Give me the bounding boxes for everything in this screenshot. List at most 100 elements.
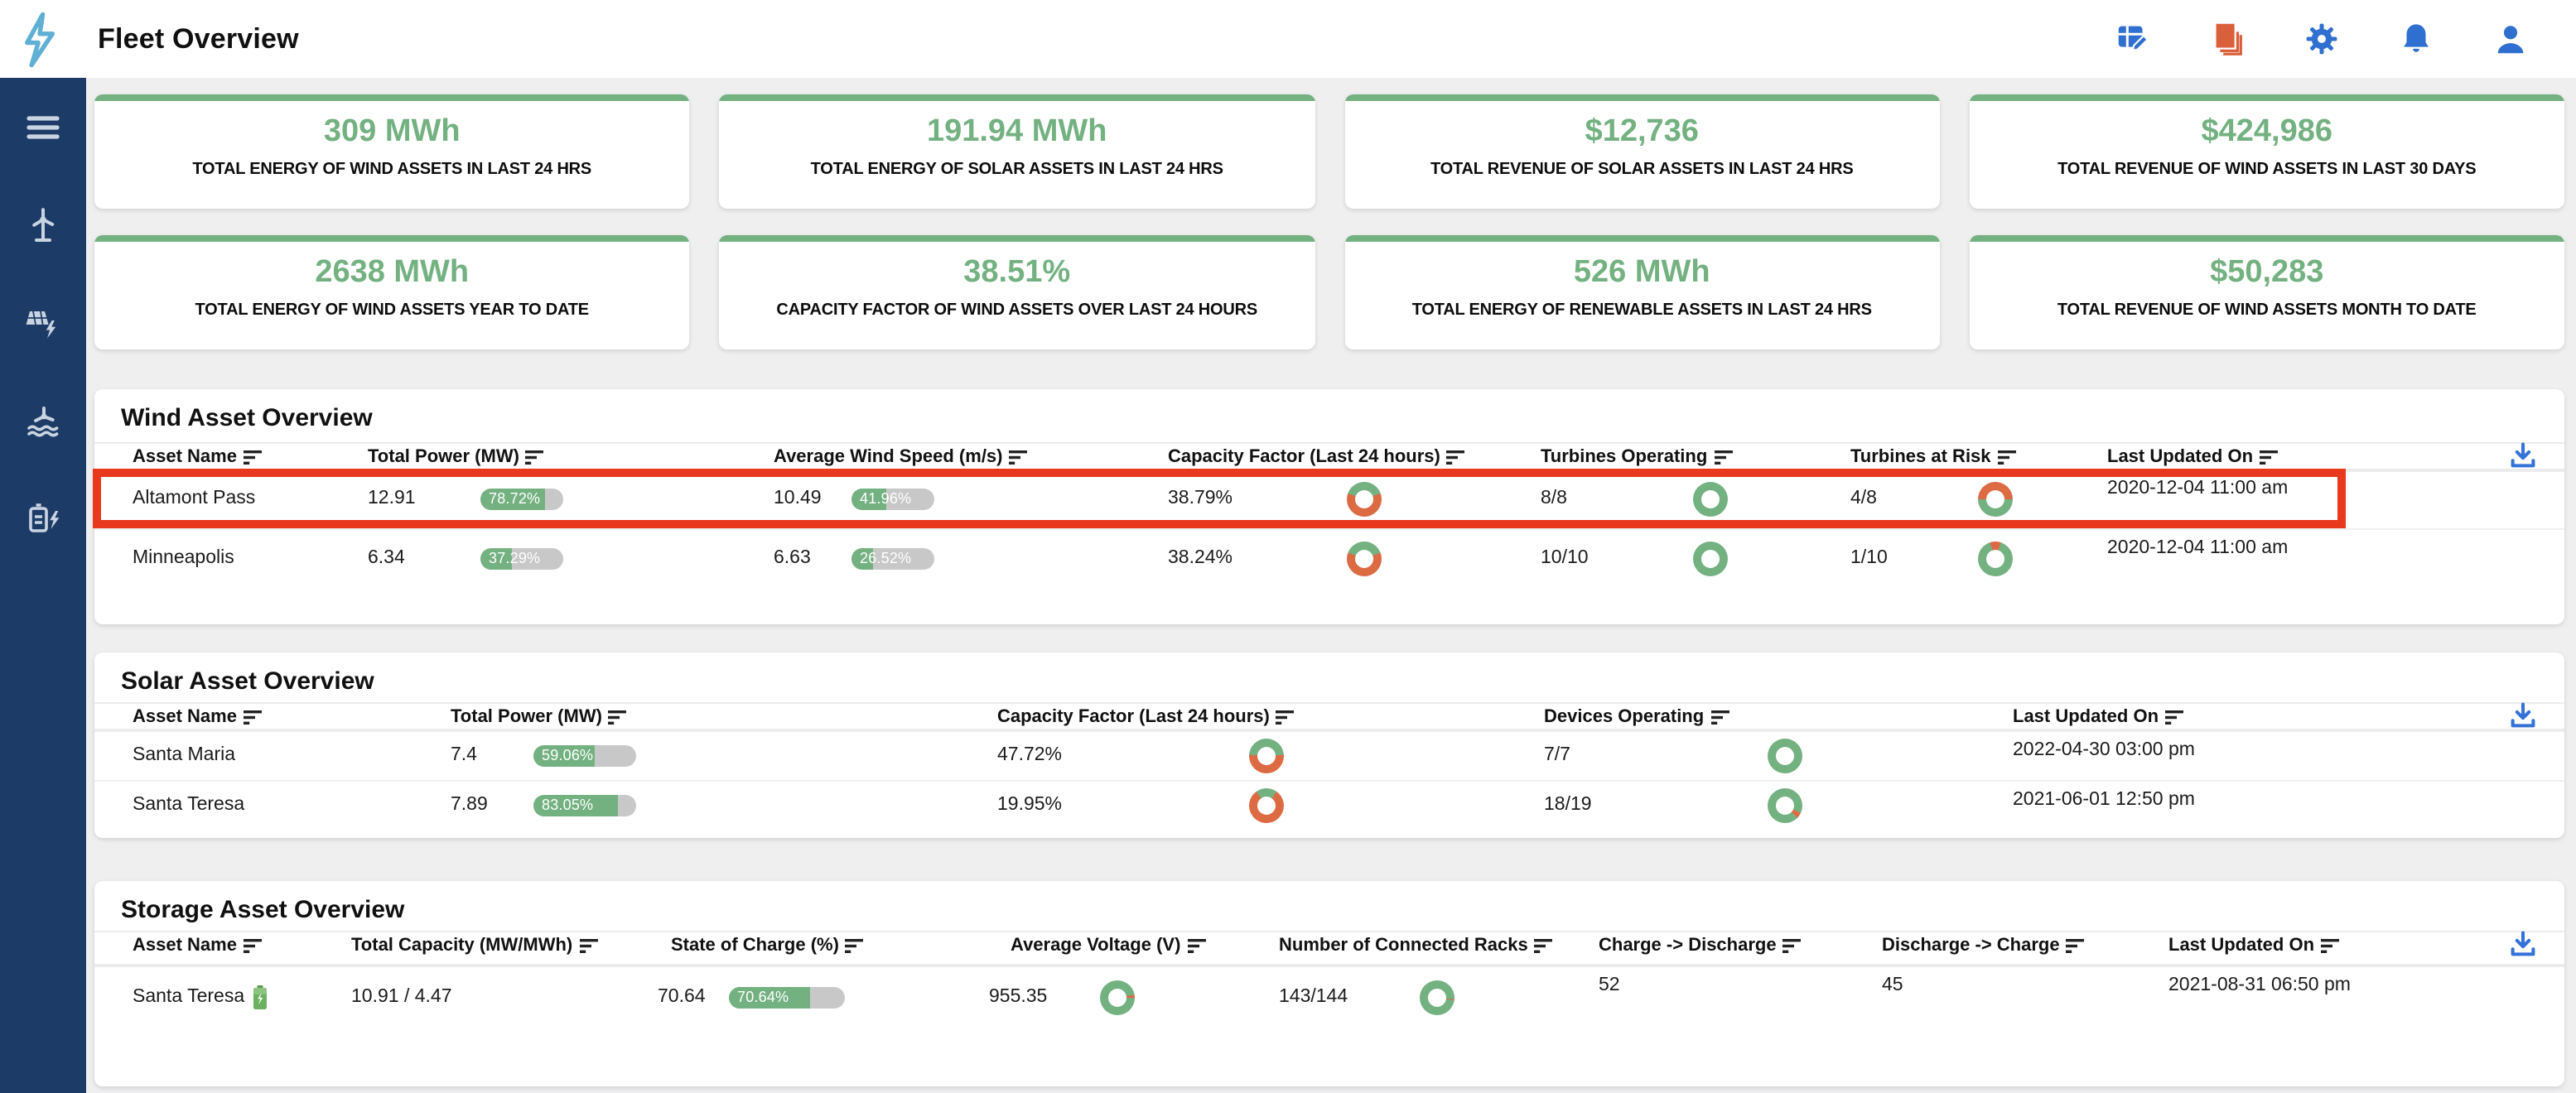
kpi-value: $50,283 — [2210, 255, 2324, 290]
kpi-accent-strip — [719, 235, 1315, 242]
sidebar-item-menu[interactable] — [22, 106, 65, 149]
notifications-button[interactable] — [2395, 19, 2435, 59]
reports-button[interactable] — [2207, 19, 2246, 59]
average-voltage-donut — [1100, 980, 1135, 1014]
turbines-operating-donut-cell — [1693, 528, 1728, 588]
connected-racks-cell: 143/144 — [1279, 987, 1348, 1007]
sidebar-item-storage[interactable] — [22, 497, 65, 540]
kpi-accent-strip — [1969, 94, 2564, 101]
total-power-cell: 7.4 — [451, 745, 477, 765]
turbines-operating-donut — [1693, 541, 1728, 575]
download-button[interactable] — [2508, 701, 2538, 730]
column-header-last-updated[interactable]: Last Updated On — [2013, 704, 2184, 729]
turbines-at-risk-donut-cell — [1978, 528, 2013, 588]
last-updated-cell: 2020-12-04 11:00 am — [2107, 479, 2289, 498]
column-header-total-power[interactable]: Total Power (MW) — [368, 444, 544, 469]
column-header-asset-name[interactable]: Asset Name — [133, 704, 262, 729]
sort-icon — [243, 450, 262, 464]
solar-table-row-santa-maria[interactable]: Santa Maria 7.4 59.06% 47.72% 7/7 2022-0… — [94, 730, 2564, 782]
total-capacity-cell: 10.91 / 4.47 — [351, 987, 452, 1007]
kpi-card: $424,986 TOTAL REVENUE OF WIND ASSETS IN … — [1969, 94, 2564, 209]
gear-icon — [2305, 23, 2337, 55]
column-header-last-updated[interactable]: Last Updated On — [2168, 932, 2340, 957]
kpi-card: 2638 MWh TOTAL ENERGY OF WIND ASSETS YEAR… — [94, 235, 690, 349]
download-button[interactable] — [2508, 441, 2538, 470]
column-header-connected-racks[interactable]: Number of Connected Racks — [1279, 932, 1553, 957]
sidebar-item-hydro[interactable] — [22, 399, 65, 442]
column-header-avg-wind-speed[interactable]: Average Wind Speed (m/s) — [774, 444, 1028, 469]
wind-table-row-minneapolis[interactable]: Minneapolis 6.34 37.29% 6.63 26.52% 38.2… — [94, 528, 2564, 588]
section-title-storage: Storage Asset Overview — [121, 896, 405, 924]
topbar-actions — [2112, 19, 2576, 59]
kpi-value: $12,736 — [1585, 114, 1699, 149]
sort-icon — [579, 938, 598, 952]
column-header-last-updated[interactable]: Last Updated On — [2107, 444, 2279, 469]
column-header-state-of-charge[interactable]: State of Charge (%) — [671, 932, 864, 957]
asset-name-cell: Santa Maria — [133, 745, 236, 765]
solar-bolt-icon — [26, 311, 56, 339]
sidebar-nav — [0, 78, 86, 1093]
kpi-accent-strip — [719, 94, 1315, 101]
settings-button[interactable] — [2301, 19, 2341, 59]
turbines-operating-cell: 10/10 — [1541, 548, 1589, 568]
table-edit-button[interactable] — [2112, 19, 2152, 59]
solar-table-header: Asset Name Total Power (MW) Capacity Fac… — [94, 701, 2564, 730]
total-power-cell: 6.34 — [368, 548, 405, 568]
download-button[interactable] — [2508, 929, 2538, 959]
asset-name-cell: Santa Teresa — [133, 795, 245, 815]
column-header-turbines-at-risk[interactable]: Turbines at Risk — [1850, 444, 2016, 469]
column-header-devices-operating[interactable]: Devices Operating — [1544, 704, 1729, 729]
wind-table-row-altamont-pass[interactable]: Altamont Pass 12.91 78.72% 10.49 41.96% … — [94, 469, 2564, 530]
sort-icon — [2321, 938, 2340, 952]
wind-asset-overview-card: Wind Asset Overview Asset Name Total Pow… — [94, 389, 2564, 624]
column-header-average-voltage[interactable]: Average Voltage (V) — [1011, 932, 1206, 957]
download-icon — [2511, 442, 2535, 468]
last-updated-cell: 2022-04-30 03:00 pm — [2013, 740, 2195, 760]
sort-icon — [2066, 938, 2085, 952]
column-header-asset-name[interactable]: Asset Name — [133, 932, 262, 957]
download-icon — [2511, 931, 2535, 956]
sort-icon — [2165, 710, 2184, 724]
kpi-accent-strip — [1969, 235, 2564, 242]
sort-icon — [1446, 450, 1465, 464]
column-header-asset-name[interactable]: Asset Name — [133, 444, 262, 469]
column-header-turbines-operating[interactable]: Turbines Operating — [1541, 444, 1733, 469]
divider — [94, 964, 2564, 967]
divider — [94, 931, 2564, 932]
column-header-discharge-charge[interactable]: Discharge -> Charge — [1882, 932, 2085, 957]
menu-icon — [27, 116, 60, 139]
column-header-capacity-factor[interactable]: Capacity Factor (Last 24 hours) — [1168, 444, 1465, 469]
capacity-factor-cell: 47.72% — [997, 745, 1063, 765]
kpi-accent-strip — [1344, 235, 1940, 242]
capacity-factor-donut-cell — [1347, 469, 1382, 528]
sidebar-item-wind[interactable] — [22, 204, 65, 247]
solar-table-row-santa-teresa[interactable]: Santa Teresa 7.89 83.05% 19.95% 18/19 20… — [94, 780, 2564, 830]
state-of-charge-bar: 70.64% — [729, 986, 845, 1008]
divider — [94, 442, 2564, 444]
turbines-at-risk-cell: 1/10 — [1850, 548, 1888, 568]
capacity-factor-donut — [1347, 541, 1382, 575]
sidebar-item-solar[interactable] — [22, 301, 65, 344]
sort-icon — [1534, 938, 1553, 952]
column-header-total-capacity[interactable]: Total Capacity (MW/MWh) — [351, 932, 598, 957]
storage-table-row-santa-teresa[interactable]: Santa Teresa 10.91 / 4.47 70.64 70.64% 9… — [94, 965, 2564, 1028]
storage-asset-overview-card: Storage Asset Overview Asset Name Total … — [94, 881, 2564, 1086]
kpi-value: 38.51% — [963, 255, 1071, 290]
total-power-bar-cell: 78.72% — [480, 469, 563, 528]
devices-operating-donut-cell — [1768, 780, 1802, 830]
app-logo-icon — [25, 11, 55, 67]
account-button[interactable] — [2490, 19, 2530, 59]
wind-speed-cell: 6.63 — [774, 548, 811, 568]
kpi-label: TOTAL ENERGY OF WIND ASSETS IN LAST 24 H… — [192, 161, 592, 179]
column-header-charge-discharge[interactable]: Charge -> Discharge — [1599, 932, 1802, 957]
charge-discharge-cell: 52 — [1599, 975, 1620, 995]
wind-speed-bar: 41.96% — [851, 488, 934, 509]
divider — [94, 729, 2564, 732]
capacity-factor-donut-cell — [1347, 528, 1382, 588]
sort-icon — [1714, 450, 1733, 464]
sort-icon — [243, 710, 262, 724]
column-header-capacity-factor[interactable]: Capacity Factor (Last 24 hours) — [997, 704, 1295, 729]
column-header-total-power[interactable]: Total Power (MW) — [451, 704, 627, 729]
sort-icon — [1009, 450, 1028, 464]
sort-icon — [1276, 710, 1295, 724]
